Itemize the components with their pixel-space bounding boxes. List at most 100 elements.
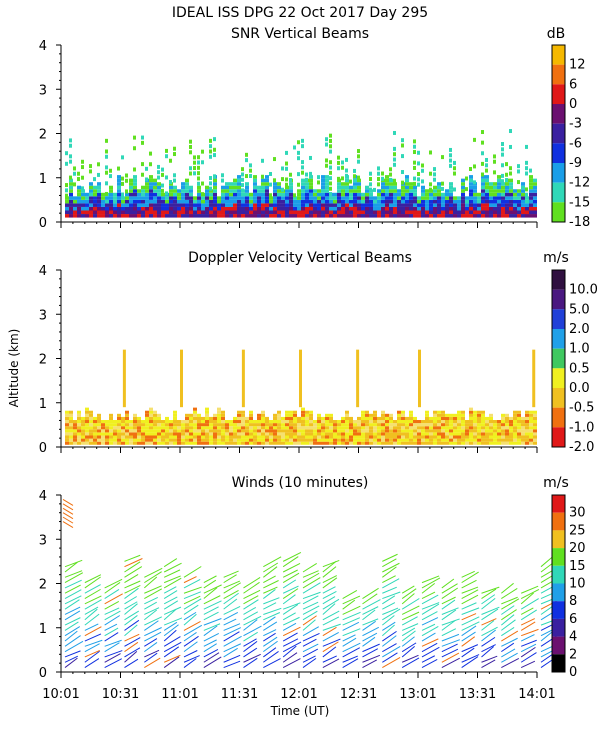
doppler-cell bbox=[333, 420, 337, 424]
doppler-cell bbox=[77, 413, 81, 417]
snr-cell bbox=[485, 182, 489, 186]
snr-cell bbox=[109, 189, 113, 193]
snr-cell bbox=[73, 171, 76, 176]
doppler-cell bbox=[93, 435, 97, 439]
snr-cell bbox=[521, 199, 525, 204]
snr-cell bbox=[261, 185, 265, 190]
doppler-cell bbox=[209, 432, 213, 436]
doppler-cell bbox=[201, 435, 205, 439]
snr-cell bbox=[77, 206, 81, 211]
snr-cell bbox=[509, 199, 513, 204]
doppler-cell bbox=[93, 438, 97, 442]
doppler-cell bbox=[393, 432, 397, 436]
snr-cell bbox=[201, 192, 204, 197]
wind-barb bbox=[282, 645, 297, 658]
snr-cell bbox=[405, 203, 409, 207]
y-tick-label: 3 bbox=[39, 533, 47, 548]
doppler-cell bbox=[257, 423, 261, 427]
snr-cell bbox=[293, 196, 297, 200]
doppler-cell bbox=[181, 423, 185, 427]
wind-barb bbox=[84, 623, 99, 631]
snr-cell bbox=[149, 182, 153, 186]
snr-cell bbox=[285, 185, 289, 190]
snr-cell bbox=[209, 203, 213, 207]
snr-cell bbox=[317, 206, 321, 211]
snr-cell bbox=[521, 189, 525, 193]
snr-cell bbox=[257, 189, 261, 193]
wind-barb bbox=[401, 598, 420, 610]
snr-cell bbox=[225, 185, 229, 190]
snr-cell bbox=[417, 172, 420, 177]
snr-cell bbox=[497, 203, 501, 207]
doppler-cell bbox=[101, 432, 105, 436]
snr-cell bbox=[409, 192, 413, 197]
doppler-cell bbox=[193, 423, 197, 427]
doppler-cell bbox=[189, 426, 193, 430]
snr-cell bbox=[301, 185, 305, 190]
colorbar-frame bbox=[551, 494, 566, 673]
wind-barb bbox=[362, 654, 381, 663]
snr-cell bbox=[529, 185, 533, 190]
doppler-cell bbox=[273, 413, 277, 417]
doppler-cell bbox=[357, 429, 361, 433]
snr-cell bbox=[145, 199, 149, 204]
doppler-cell bbox=[457, 410, 461, 414]
doppler-cell bbox=[145, 420, 149, 424]
doppler-cell bbox=[93, 429, 97, 433]
doppler-cell bbox=[85, 441, 89, 445]
snr-cell bbox=[273, 182, 277, 186]
snr-cell bbox=[109, 203, 113, 207]
snr-cell bbox=[369, 192, 373, 197]
doppler-cell bbox=[417, 423, 421, 427]
wind-barb bbox=[401, 627, 416, 637]
wind-barb bbox=[203, 606, 219, 615]
colorbar-label: -12 bbox=[569, 176, 590, 191]
snr-cell bbox=[405, 206, 409, 211]
snr-cell bbox=[365, 210, 369, 215]
snr-cell bbox=[489, 196, 493, 200]
snr-cell bbox=[425, 203, 429, 207]
wind-barb bbox=[223, 654, 241, 663]
wind-barb bbox=[322, 655, 337, 663]
snr-cell bbox=[505, 172, 508, 177]
doppler-cell bbox=[441, 441, 445, 445]
y-tick-label: 3 bbox=[39, 83, 47, 98]
snr-cell bbox=[69, 182, 73, 186]
snr-cell bbox=[457, 214, 461, 218]
doppler-cell bbox=[273, 416, 277, 421]
snr-cell bbox=[121, 192, 124, 197]
snr-cell bbox=[353, 174, 356, 179]
snr-cell bbox=[473, 214, 477, 218]
doppler-cell bbox=[473, 416, 477, 421]
doppler-cell bbox=[473, 438, 477, 442]
snr-cell bbox=[437, 210, 441, 215]
doppler-cell bbox=[113, 423, 117, 427]
doppler-cell bbox=[205, 429, 209, 433]
snr-cell bbox=[205, 196, 209, 200]
snr-cell bbox=[401, 214, 405, 218]
snr-cell bbox=[377, 214, 381, 218]
snr-cell bbox=[149, 162, 152, 167]
doppler-cell bbox=[145, 429, 149, 433]
snr-cell bbox=[89, 169, 92, 174]
wind-barb bbox=[163, 636, 181, 647]
doppler-cell bbox=[441, 429, 445, 433]
doppler-cell bbox=[281, 416, 285, 421]
x-tick-label: 13:01 bbox=[399, 687, 436, 702]
snr-cell bbox=[117, 196, 121, 200]
doppler-cell bbox=[525, 429, 529, 433]
doppler-cell bbox=[225, 438, 229, 442]
snr-cell bbox=[469, 196, 473, 200]
doppler-cell bbox=[69, 413, 73, 417]
doppler-cell bbox=[309, 435, 313, 439]
doppler-cell bbox=[165, 441, 169, 445]
snr-cell bbox=[345, 168, 348, 173]
snr-cell bbox=[89, 210, 93, 215]
snr-cell bbox=[93, 203, 97, 207]
wind-barb bbox=[322, 559, 340, 568]
doppler-cell bbox=[221, 410, 225, 414]
doppler-cell bbox=[101, 420, 105, 424]
doppler-cell bbox=[89, 429, 93, 433]
colorbar-swatch bbox=[552, 143, 565, 163]
snr-cell bbox=[141, 185, 145, 190]
